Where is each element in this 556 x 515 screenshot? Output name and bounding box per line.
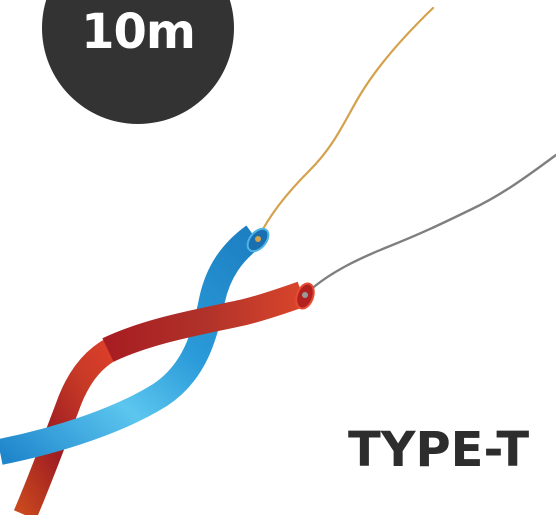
type-label: TYPE-T [348, 422, 530, 478]
red-sheath [102, 281, 307, 362]
blue-sheath [0, 225, 262, 465]
length-label: 10m [81, 4, 196, 60]
silver-conductor-wire [306, 153, 556, 294]
copper-conductor-wire [256, 6, 435, 240]
red-sheath-tail [13, 333, 125, 515]
